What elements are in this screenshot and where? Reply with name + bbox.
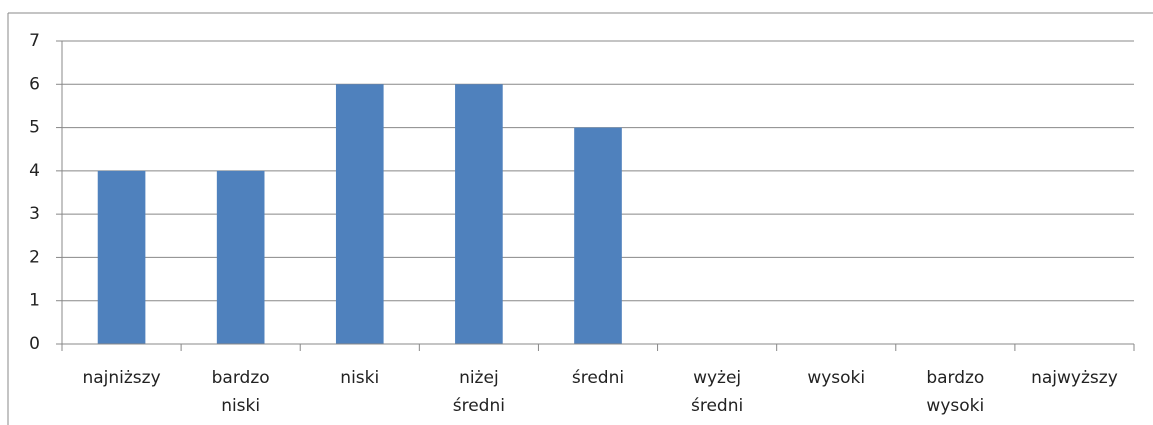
- y-tick-label: 0: [29, 334, 40, 354]
- x-tick-label: wyżej średni: [690, 368, 744, 416]
- bar: [216, 170, 265, 344]
- bar: [574, 127, 622, 344]
- x-tick-label: wysoki: [807, 368, 866, 388]
- y-tick-label: 2: [29, 247, 40, 267]
- x-tick-label: najwyższy: [1031, 368, 1118, 388]
- y-tick-label: 5: [29, 118, 40, 138]
- x-tick-label: bardzo wysoki: [926, 368, 985, 416]
- y-tick-label: 7: [29, 31, 40, 51]
- y-tick-label: 1: [29, 291, 40, 311]
- bar: [455, 84, 503, 345]
- bar: [335, 84, 384, 345]
- x-tick-label: średni: [571, 368, 625, 388]
- y-tick-label: 6: [29, 74, 40, 94]
- y-tick-label: 4: [29, 161, 40, 181]
- x-tick-label: niski: [340, 368, 380, 388]
- bar: [97, 170, 146, 344]
- x-tick-label: niżej średni: [452, 368, 505, 416]
- y-tick-label: 3: [29, 204, 40, 224]
- x-tick-label: najniższy: [82, 368, 161, 388]
- x-tick-label: bardzo niski: [211, 368, 270, 416]
